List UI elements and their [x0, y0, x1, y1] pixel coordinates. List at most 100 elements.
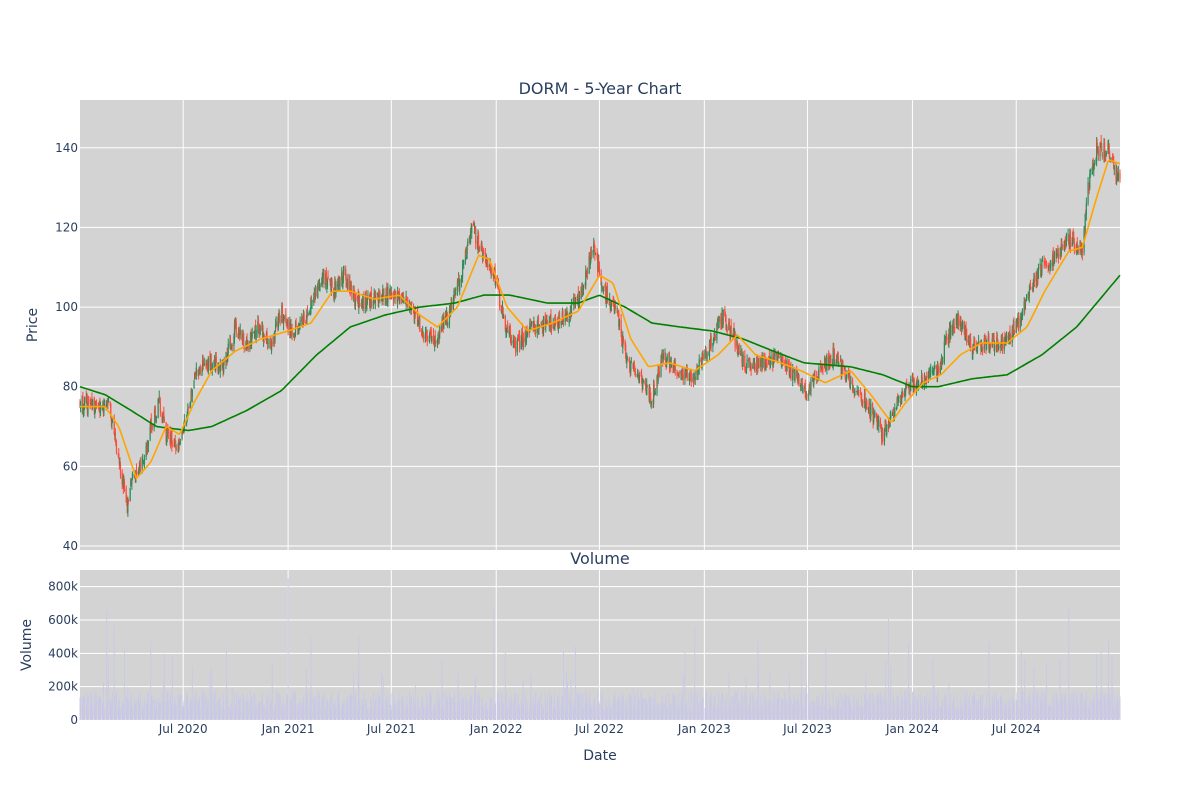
- volume-bar: [951, 701, 953, 720]
- candle-body: [626, 359, 628, 361]
- candle-body: [773, 354, 775, 361]
- volume-bar: [482, 708, 484, 720]
- volume-bar: [886, 700, 888, 720]
- volume-bar: [418, 709, 420, 720]
- volume-bar: [704, 708, 706, 720]
- candle-body: [977, 343, 979, 345]
- candle-body: [473, 225, 476, 229]
- volume-bar: [1012, 700, 1014, 720]
- volume-bar: [929, 691, 931, 720]
- volume-bar: [330, 697, 332, 720]
- volume-bar: [327, 700, 328, 720]
- candle-body: [151, 430, 153, 431]
- candle-body: [383, 289, 385, 300]
- volume-bar: [852, 709, 854, 720]
- volume-bar: [229, 705, 231, 720]
- volume-bar: [334, 701, 336, 720]
- candle-body: [109, 402, 111, 404]
- volume-bar: [732, 697, 734, 720]
- volume-bar: [794, 701, 796, 720]
- volume-bar: [397, 709, 399, 720]
- volume-bar: [1020, 698, 1022, 720]
- volume-bar: [1061, 697, 1063, 720]
- volume-bar: [474, 678, 476, 720]
- volume-bar: [567, 680, 568, 720]
- candle-body: [453, 290, 455, 301]
- volume-bar: [946, 705, 948, 720]
- volume-bar: [588, 691, 590, 720]
- volume-bar: [813, 700, 815, 720]
- candle-body: [678, 372, 680, 374]
- volume-bar: [970, 703, 972, 720]
- volume-bar: [143, 696, 145, 720]
- candle-body: [869, 401, 871, 417]
- candle-body: [361, 301, 363, 304]
- volume-bar: [817, 703, 819, 720]
- volume-bar: [409, 691, 411, 720]
- volume-bar: [880, 690, 881, 720]
- candle-body: [477, 234, 480, 250]
- volume-bar: [681, 693, 683, 720]
- candle-body: [91, 399, 94, 407]
- volume-bar: [298, 703, 300, 720]
- candle-body: [416, 311, 419, 326]
- candle-body: [734, 331, 736, 348]
- candle-body: [746, 359, 748, 363]
- volume-bar: [501, 694, 503, 720]
- volume-bar: [566, 709, 568, 720]
- volume-bar: [153, 700, 155, 720]
- candle-body: [195, 376, 197, 378]
- candle-body: [888, 421, 890, 429]
- volume-bar: [502, 706, 503, 720]
- volume-bar: [126, 698, 128, 720]
- candle-body: [484, 252, 486, 258]
- volume-bar: [114, 694, 116, 720]
- volume-bar: [744, 704, 746, 720]
- candle-body: [285, 314, 287, 323]
- candle-body: [918, 384, 920, 387]
- candle-body: [1015, 320, 1017, 333]
- volume-bar: [973, 691, 975, 720]
- candle-body: [938, 368, 940, 373]
- volume-bar: [832, 690, 834, 720]
- candle-body: [401, 299, 403, 301]
- candle-body: [875, 413, 878, 416]
- volume-bar: [690, 691, 692, 720]
- volume-bar: [753, 709, 755, 720]
- candle-body: [99, 405, 102, 412]
- volume-bar: [84, 694, 86, 720]
- candle-body: [698, 359, 700, 370]
- volume-bar: [893, 698, 895, 720]
- volume-bar: [345, 700, 347, 720]
- volume-bar: [346, 709, 348, 720]
- volume-bar: [358, 700, 360, 720]
- volume-bar: [445, 699, 447, 720]
- candle-body: [1000, 346, 1002, 348]
- volume-bar: [195, 691, 197, 720]
- volume-bar: [740, 694, 742, 720]
- volume-bar: [381, 696, 383, 720]
- candle-body: [792, 369, 794, 381]
- volume-bar: [79, 697, 81, 720]
- volume-bar: [112, 692, 113, 720]
- volume-bar: [621, 692, 623, 720]
- volume-bar: [638, 698, 640, 720]
- volume-bar: [738, 702, 740, 720]
- candle-body: [833, 347, 835, 350]
- volume-bar: [518, 703, 519, 720]
- volume-bar: [199, 704, 201, 720]
- volume-bar: [860, 705, 862, 720]
- candle-body: [127, 499, 130, 502]
- volume-bar: [597, 691, 599, 720]
- volume-bar: [793, 696, 795, 720]
- volume-bar: [709, 696, 711, 720]
- volume-bar: [885, 660, 887, 720]
- candle-body: [1028, 290, 1030, 297]
- candle-body: [963, 322, 965, 334]
- volume-bar: [163, 653, 165, 720]
- candle-body: [298, 329, 300, 334]
- candle-body: [125, 488, 127, 502]
- volume-bar: [884, 694, 885, 720]
- candle-body: [103, 403, 106, 405]
